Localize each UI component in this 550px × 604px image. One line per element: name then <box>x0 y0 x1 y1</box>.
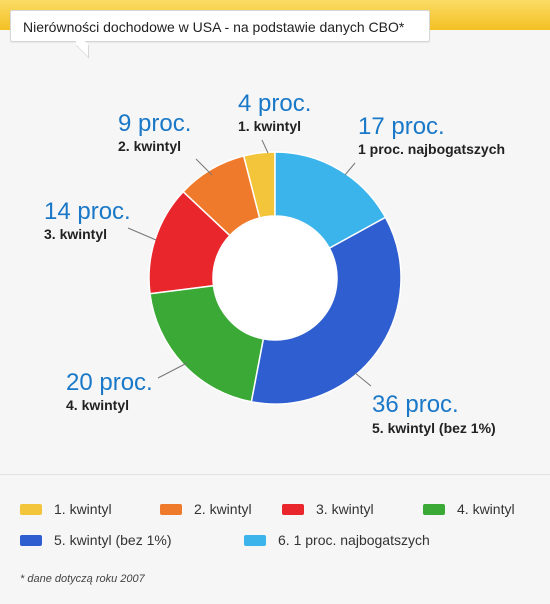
pct-label-top-1-percent: 17 proc. <box>358 113 445 140</box>
pct-label-kwintyl-5: 36 proc. <box>372 391 459 418</box>
cat-label-kwintyl-5: 5. kwintyl (bez 1%) <box>372 420 496 436</box>
legend-swatch <box>423 503 445 515</box>
footnote: * dane dotyczą roku 2007 <box>20 573 145 585</box>
leader-line-slice-kwintyl-4 <box>157 362 188 379</box>
leader-line-slice-kwintyl-3 <box>127 227 157 241</box>
legend-label: 6. 1 proc. najbogatszych <box>278 532 430 548</box>
chart-title: Nierówności dochodowe w USA - na podstaw… <box>23 19 405 35</box>
leader-line-slice-kwintyl-2 <box>195 158 213 176</box>
legend-label: 4. kwintyl <box>457 501 515 517</box>
leader-line-slice-kwintyl-1 <box>261 139 269 154</box>
legend-item-kwintyl-3: 3. kwintyl <box>282 501 374 517</box>
legend-swatch <box>20 534 42 546</box>
slice-top-1-percent <box>274 151 387 250</box>
legend-item-kwintyl-2: 2. kwintyl <box>160 501 252 517</box>
cat-label-kwintyl-2: 2. kwintyl <box>118 138 181 154</box>
legend-label: 3. kwintyl <box>316 501 374 517</box>
leader-line-slice-kwintyl-5 <box>354 372 372 387</box>
slice-kwintyl-5 <box>250 216 402 405</box>
legend-label: 5. kwintyl (bez 1%) <box>54 532 172 548</box>
cat-label-kwintyl-3: 3. kwintyl <box>44 226 107 242</box>
legend-swatch <box>20 503 42 515</box>
legend-swatch <box>160 503 182 515</box>
pct-label-kwintyl-1: 4 proc. <box>238 90 311 117</box>
slice-kwintyl-4 <box>149 284 265 403</box>
pct-label-kwintyl-3: 14 proc. <box>44 198 131 225</box>
cat-label-top-1-percent: 1 proc. najbogatszych <box>358 141 505 157</box>
legend-label: 1. kwintyl <box>54 501 112 517</box>
pct-label-kwintyl-4: 20 proc. <box>66 369 153 396</box>
leader-lines <box>127 139 372 387</box>
legend-swatch <box>244 534 266 546</box>
legend-item-top-1-percent: 6. 1 proc. najbogatszych <box>244 532 430 548</box>
cat-label-kwintyl-1: 1. kwintyl <box>238 118 301 134</box>
cat-label-kwintyl-4: 4. kwintyl <box>66 397 129 413</box>
legend-label: 2. kwintyl <box>194 501 252 517</box>
legend-item-kwintyl-1: 1. kwintyl <box>20 501 112 517</box>
donut-slices <box>148 151 402 405</box>
donut-chart: 4 proc. 1. kwintyl 9 proc. 2. kwintyl 14… <box>44 90 505 436</box>
pct-label-kwintyl-2: 9 proc. <box>118 110 191 137</box>
leader-line-slice-top-1-percent <box>344 162 356 176</box>
divider <box>0 474 550 475</box>
legend-item-kwintyl-4: 4. kwintyl <box>423 501 515 517</box>
donut-hole <box>214 217 336 339</box>
legend-swatch <box>282 503 304 515</box>
legend-item-kwintyl-5: 5. kwintyl (bez 1%) <box>20 532 171 548</box>
